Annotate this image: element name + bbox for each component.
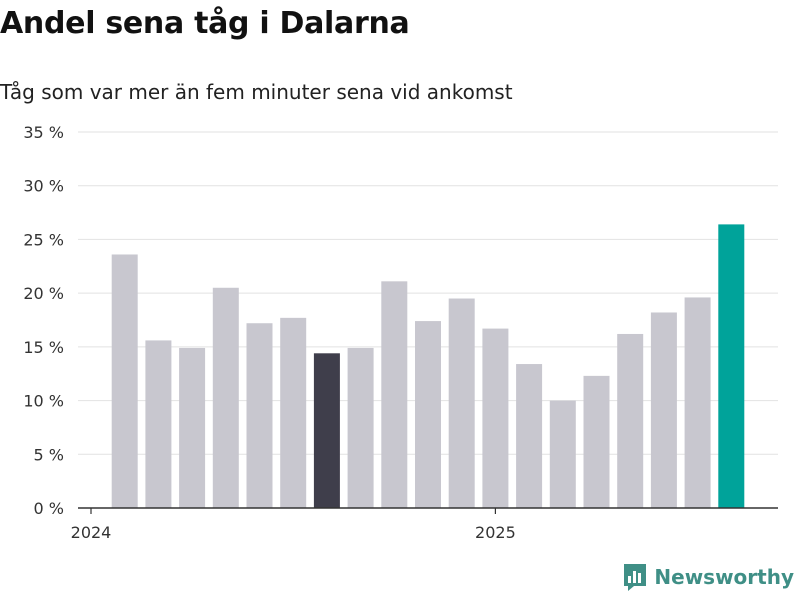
- y-tick-label: 15 %: [23, 338, 64, 357]
- y-axis-ticks: 0 % 5 % 10 % 15 % 20 % 25 % 30 % 35 %: [23, 123, 64, 518]
- bar-2025-08: [718, 224, 745, 509]
- y-tick-label: 30 %: [23, 177, 64, 196]
- x-tick-label: 2025: [475, 523, 516, 542]
- bar-2025-05: [617, 333, 644, 508]
- bar-2025-06: [650, 312, 677, 508]
- bar-2025-07: [684, 297, 711, 508]
- bar-2024-12: [448, 298, 475, 508]
- bar-2025-04: [583, 375, 610, 508]
- bar-2024-02: [111, 254, 138, 508]
- x-tick-label: 2024: [71, 523, 112, 542]
- y-tick-label: 5 %: [34, 445, 64, 464]
- newsworthy-logo: Newsworthy: [622, 562, 794, 592]
- bar-2025-03: [549, 400, 576, 508]
- y-tick-label: 10 %: [23, 392, 64, 411]
- bar-2024-07: [280, 317, 307, 508]
- y-tick-label: 35 %: [23, 123, 64, 142]
- bar-2024-03: [145, 340, 172, 508]
- y-tick-label: 0 %: [34, 499, 64, 518]
- bars: [111, 224, 745, 509]
- y-tick-label: 20 %: [23, 284, 64, 303]
- newsworthy-logo-icon: [624, 564, 647, 591]
- bar-2025-02: [516, 364, 543, 508]
- chart-subtitle: Tåg som var mer än fem minuter sena vid …: [0, 80, 513, 104]
- y-tick-label: 25 %: [23, 230, 64, 249]
- bar-2024-11: [415, 321, 441, 508]
- bar-2025-01: [482, 328, 509, 508]
- x-axis-ticks: 2024 2025: [71, 508, 516, 542]
- bar-2024-06: [246, 323, 273, 508]
- bar-2024-04: [179, 347, 206, 508]
- bar-2024-05: [212, 287, 239, 508]
- bar-2024-09: [347, 347, 374, 508]
- chart-title: Andel sena tåg i Dalarna: [0, 6, 410, 41]
- bar-2024-10: [381, 281, 408, 508]
- bar-2024-08: [313, 353, 340, 508]
- newsworthy-logo-text: Newsworthy: [654, 565, 794, 589]
